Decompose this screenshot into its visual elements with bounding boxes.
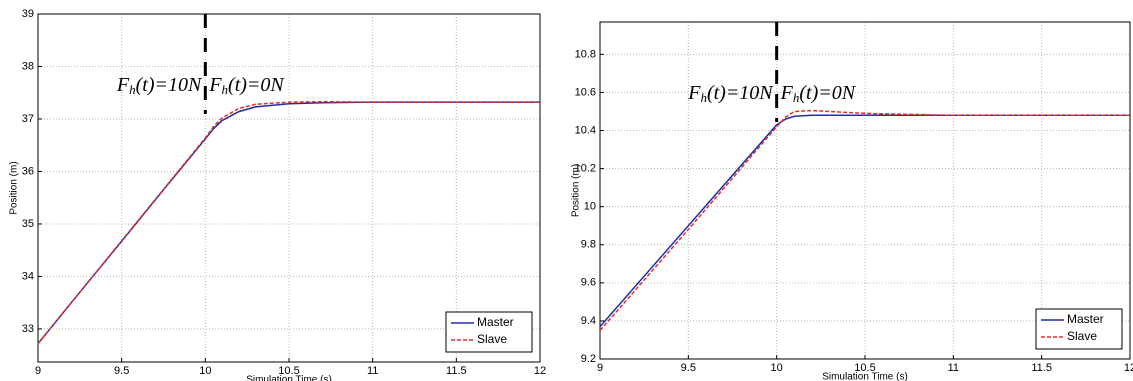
annotation-part: h bbox=[793, 90, 800, 105]
annotation-part: h bbox=[129, 82, 136, 97]
series-line bbox=[37, 101, 540, 345]
legend-label: Slave bbox=[1067, 329, 1097, 343]
plot-frame bbox=[37, 13, 541, 363]
y-tick-label: 9.2 bbox=[581, 353, 596, 365]
y-tick-label: 34 bbox=[22, 270, 34, 282]
x-tick-label: 10 bbox=[199, 365, 211, 377]
y-axis-label: Position (m) bbox=[9, 161, 20, 214]
x-axis-label: Simulation Time (s) bbox=[822, 372, 908, 381]
x-tick-label: 9.5 bbox=[114, 365, 129, 377]
plot-frame bbox=[599, 21, 1131, 360]
x-tick-label: 9 bbox=[35, 365, 41, 377]
chart: 9 9.5 10 10.5 11 11.5 12 33 34 35 36 37 38 39 Simulati… bbox=[9, 8, 546, 381]
annotation-part: F bbox=[116, 74, 130, 96]
legend-label: Slave bbox=[477, 332, 507, 346]
y-tick-label: 36 bbox=[22, 165, 34, 177]
y-tick-label: 10.4 bbox=[575, 124, 596, 136]
x-tick-label: 12 bbox=[1124, 362, 1133, 374]
y-tick-label: 35 bbox=[22, 218, 34, 230]
y-tick-label: 37 bbox=[22, 113, 34, 125]
annotation: Fh(t)=0N bbox=[780, 82, 857, 105]
y-tick-label: 9.6 bbox=[581, 277, 596, 289]
y-tick-label: 39 bbox=[22, 8, 34, 20]
annotation: Fh(t)=0N bbox=[208, 74, 285, 97]
x-tick-label: 10 bbox=[771, 362, 783, 374]
series-line bbox=[37, 100, 540, 345]
series-line bbox=[599, 109, 1130, 331]
x-tick-label: 10.5 bbox=[278, 365, 299, 377]
y-tick-label: 9.8 bbox=[581, 239, 596, 251]
y-axis-label: Position (m) bbox=[571, 164, 582, 217]
x-tick-label: 11 bbox=[948, 362, 959, 374]
y-tick-label: 10 bbox=[584, 201, 596, 213]
legend-label: Master bbox=[1067, 312, 1104, 326]
y-tick-label: 10.2 bbox=[575, 163, 596, 175]
annotation-part: F bbox=[780, 82, 794, 104]
annotation-part: (t)=10N bbox=[136, 74, 203, 96]
chart: 9 9.5 10 10.5 11 11.5 12 9.2 9.4 9.6 9.8 10 10.2 10.4… bbox=[571, 21, 1133, 381]
annotation-part: F bbox=[208, 74, 222, 96]
legend-label: Master bbox=[477, 315, 514, 329]
y-tick-label: 10.6 bbox=[575, 86, 596, 98]
y-tick-label: 9.4 bbox=[581, 315, 596, 327]
annotation-part: (t)=0N bbox=[799, 82, 856, 104]
legend-box bbox=[1035, 308, 1123, 350]
annotation-part: (t)=10N bbox=[707, 82, 774, 104]
y-tick-label: 38 bbox=[22, 60, 34, 72]
annotation-part: F bbox=[687, 82, 701, 104]
x-tick-label: 9.5 bbox=[681, 362, 696, 374]
y-tick-label: 33 bbox=[22, 323, 34, 335]
annotation-part: h bbox=[700, 90, 707, 105]
legend-box bbox=[445, 311, 533, 353]
y-tick-label: 10.8 bbox=[575, 48, 596, 60]
x-tick-label: 12 bbox=[534, 365, 546, 377]
x-tick-label: 10.5 bbox=[854, 362, 875, 374]
annotation: Fh(t)=10N bbox=[687, 82, 774, 105]
annotation-part: h bbox=[222, 82, 229, 97]
annotation: Fh(t)=10N bbox=[116, 74, 203, 97]
x-tick-label: 11 bbox=[367, 365, 378, 377]
annotation-part: (t)=0N bbox=[228, 74, 285, 96]
x-tick-label: 11.5 bbox=[446, 365, 467, 377]
x-tick-label: 9 bbox=[597, 362, 603, 374]
x-tick-label: 11.5 bbox=[1031, 362, 1052, 374]
x-axis-label: Simulation Time (s) bbox=[246, 375, 332, 381]
